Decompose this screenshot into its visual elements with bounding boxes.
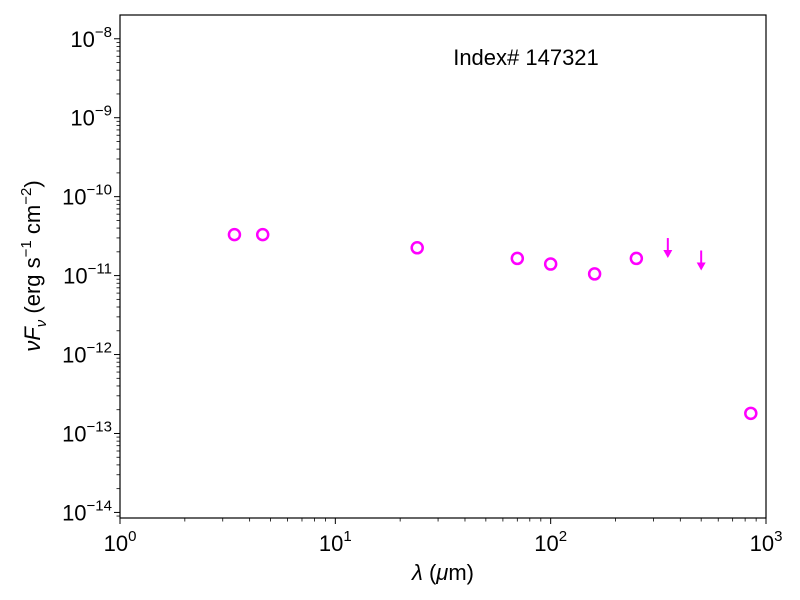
x-tick-label: 102: [534, 528, 567, 556]
data-point: [587, 267, 602, 281]
data-points: [227, 227, 758, 421]
y-tick-label: 10−12: [62, 340, 112, 368]
y-axis-ticks: 10−14 10−13 10−12 10−11 10−10 10−9 10−8: [62, 24, 120, 525]
data-point: [629, 251, 644, 266]
data-point: [510, 251, 525, 266]
y-tick-label: 10−11: [63, 261, 112, 289]
y-axis-title: νFν (erg s−1 cm−2): [18, 180, 50, 351]
y-tick-label: 10−9: [70, 103, 112, 131]
data-point: [744, 406, 758, 421]
data-point: [227, 227, 242, 242]
arrow-head: [696, 262, 706, 271]
y-tick-label: 10−8: [70, 24, 112, 52]
index-annotation: Index# 147321: [453, 45, 599, 70]
data-point: [410, 241, 424, 255]
upper-limit-arrow: [663, 238, 673, 259]
arrow-head: [663, 250, 673, 259]
y-tick-label: 10−10: [62, 182, 112, 210]
x-tick-label: 103: [750, 528, 783, 556]
data-point: [543, 257, 558, 271]
x-tick-label: 100: [104, 528, 137, 556]
x-axis-ticks: 100 101 102 103: [104, 518, 783, 556]
axes-frame: [119, 14, 767, 519]
x-tick-label: 101: [319, 528, 352, 556]
data-point: [255, 227, 270, 242]
x-axis-title: λ (μm): [411, 560, 474, 585]
upper-limit-arrow: [696, 250, 706, 271]
y-tick-label: 10−13: [62, 418, 112, 446]
y-tick-label: 10−14: [62, 497, 112, 525]
